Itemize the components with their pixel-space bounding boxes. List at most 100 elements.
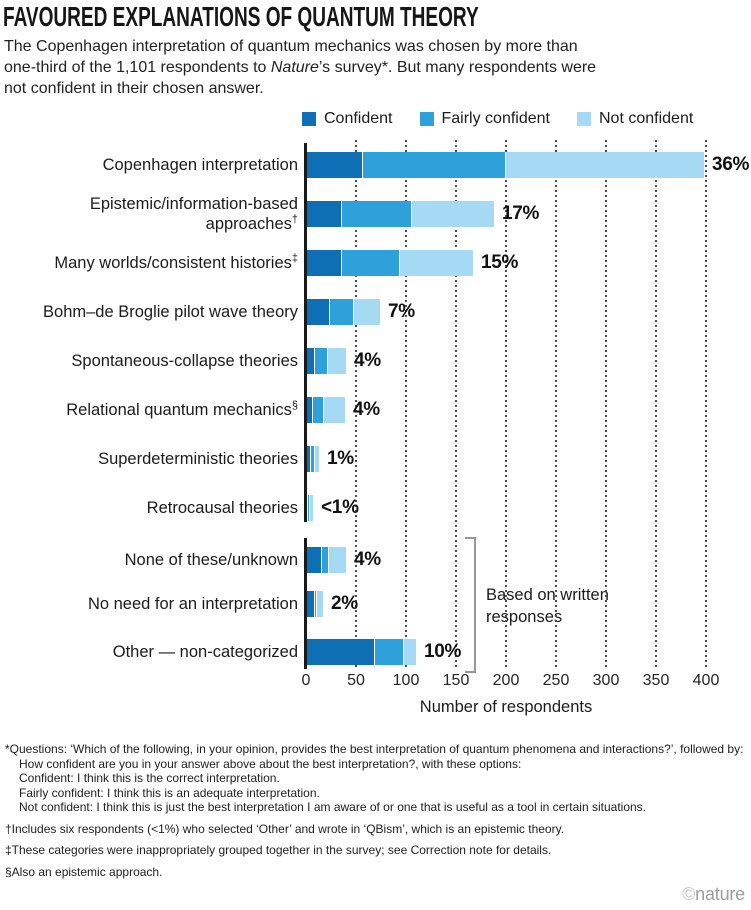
bar-segment-not-confident xyxy=(399,250,473,276)
subtitle-line: The Copenhagen interpretation of quantum… xyxy=(4,38,578,55)
axis-tick-label: 400 xyxy=(692,672,720,689)
bar-value-label: 4% xyxy=(354,549,381,570)
bar-segment-not-confident xyxy=(328,547,346,573)
legend-label: Fairly confident xyxy=(441,110,551,127)
bar-segment-fairly-confident xyxy=(362,152,505,178)
bar-segment-confident xyxy=(306,446,310,472)
bar-segment-not-confident xyxy=(309,495,313,521)
gridline xyxy=(505,140,507,668)
bar-segment-fairly-confident xyxy=(307,495,309,521)
axis-tick-label: 0 xyxy=(301,672,311,689)
legend-swatch-icon xyxy=(577,112,591,126)
bar-segment-not-confident xyxy=(353,299,380,325)
bar-value-label: 15% xyxy=(481,252,519,273)
footnote-line: Confident: I think this is the correct i… xyxy=(19,771,280,785)
axis-tick-label: 50 xyxy=(347,672,365,689)
legend-item: Confident xyxy=(302,110,393,128)
category-label: Epistemic/information-based approaches† xyxy=(89,195,298,233)
group-annotation: Based on written responses xyxy=(486,586,609,626)
bar-segment-not-confident xyxy=(316,591,323,617)
bar-value-label: 1% xyxy=(327,448,354,469)
chart-title: FAVOURED EXPLANATIONS OF QUANTUM THEORY xyxy=(3,1,479,32)
footnote-line: Fairly confident: I think this is an ade… xyxy=(19,785,320,800)
category-label: Many worlds/consistent histories‡ xyxy=(54,252,298,272)
category-label: Bohm–de Broglie pilot wave theory xyxy=(43,303,298,321)
bar-value-label: 17% xyxy=(502,203,540,224)
footnote-line: †Includes six respondents (<1%) who sele… xyxy=(5,821,565,836)
category-label: Other — non-categorized xyxy=(112,643,298,661)
bar-value-label: 10% xyxy=(424,641,462,662)
legend-label: Not confident xyxy=(599,110,694,127)
category-label: Copenhagen interpretation xyxy=(102,156,298,174)
y-axis-line xyxy=(304,143,307,522)
bar-segment-fairly-confident xyxy=(341,201,411,227)
bar-segment-not-confident xyxy=(505,152,704,178)
gridline xyxy=(655,140,657,668)
legend-swatch-icon xyxy=(419,112,434,126)
legend-label: Confident xyxy=(324,110,393,127)
gridline xyxy=(705,140,707,668)
bar-segment-confident xyxy=(306,397,312,423)
bar-value-label: 2% xyxy=(331,593,358,614)
footnote-line: ‡These categories were inappropriately g… xyxy=(5,843,552,857)
gridline xyxy=(455,140,457,668)
bar-segment-fairly-confident xyxy=(310,446,314,472)
legend-item: Fairly confident xyxy=(419,110,551,128)
group-bracket-tick-bottom xyxy=(465,671,474,673)
bar-segment-fairly-confident xyxy=(374,639,403,665)
bar-segment-confident xyxy=(306,591,314,617)
gridline xyxy=(605,140,607,668)
chart-subtitle: The Copenhagen interpretation of quantum… xyxy=(4,36,704,99)
group-bracket xyxy=(474,537,476,673)
bar-segment-confident xyxy=(306,547,321,573)
bar-segment-fairly-confident xyxy=(341,250,399,276)
stacked-bar-chart: Copenhagen interpretation 36% Epistemic/in… xyxy=(0,140,751,730)
bar-segment-not-confident xyxy=(323,397,345,423)
bar-value-label: 4% xyxy=(354,350,381,371)
bar-value-label: 4% xyxy=(353,399,380,420)
bar-segment-not-confident xyxy=(314,446,319,472)
legend-item: Not confident xyxy=(577,110,693,128)
category-label: Spontaneous-collapse theories xyxy=(71,352,298,370)
bar-segment-confident xyxy=(306,299,329,325)
bar-value-label: <1% xyxy=(321,497,359,518)
bar-segment-confident xyxy=(306,152,362,178)
bar-value-label: 7% xyxy=(388,301,415,322)
bar-segment-fairly-confident xyxy=(329,299,353,325)
bar-segment-fairly-confident xyxy=(312,397,323,423)
category-label: Relational quantum mechanics§ xyxy=(66,399,298,419)
axis-tick-label: 150 xyxy=(442,672,470,689)
y-axis-line xyxy=(304,538,307,669)
category-label: None of these/unknown xyxy=(124,551,298,569)
bar-segment-fairly-confident xyxy=(314,348,327,374)
nature-credit: ©nature xyxy=(682,884,745,905)
bar-value-label: 36% xyxy=(712,154,750,175)
axis-tick-label: 250 xyxy=(542,672,570,689)
footnote-line: Not confident: I think this is just the … xyxy=(19,800,646,814)
bar-segment-not-confident xyxy=(327,348,346,374)
footnote-line: *Questions: ‘Which of the following, in … xyxy=(5,742,744,756)
x-axis-title: Number of respondents xyxy=(419,698,593,716)
bar-segment-not-confident xyxy=(411,201,494,227)
copyright-symbol: © xyxy=(682,884,696,904)
category-label: No need for an interpretation xyxy=(87,595,298,613)
bar-segment-fairly-confident xyxy=(314,591,316,617)
footnote-line: §Also an epistemic approach. xyxy=(5,864,163,879)
legend-swatch-icon xyxy=(302,112,316,126)
axis-tick-label: 100 xyxy=(392,672,420,689)
subtitle-line: not confident in their chosen answer. xyxy=(4,80,264,97)
group-bracket-tick-top xyxy=(465,537,474,539)
gridline xyxy=(405,140,407,668)
axis-tick-label: 200 xyxy=(492,672,520,689)
bar-segment-confident xyxy=(306,201,341,227)
gridline xyxy=(555,140,557,668)
axis-tick-label: 300 xyxy=(592,672,620,689)
category-label: Superdeterministic theories xyxy=(98,450,298,468)
brand-name: nature xyxy=(695,884,745,904)
bar-segment-fairly-confident xyxy=(321,547,328,573)
axis-tick-label: 350 xyxy=(642,672,670,689)
footnotes: *Questions: ‘Which of the following, in … xyxy=(5,742,747,879)
subtitle-line: one-third of the 1,101 respondents to Na… xyxy=(4,59,597,76)
category-label: Retrocausal theories xyxy=(146,499,298,517)
